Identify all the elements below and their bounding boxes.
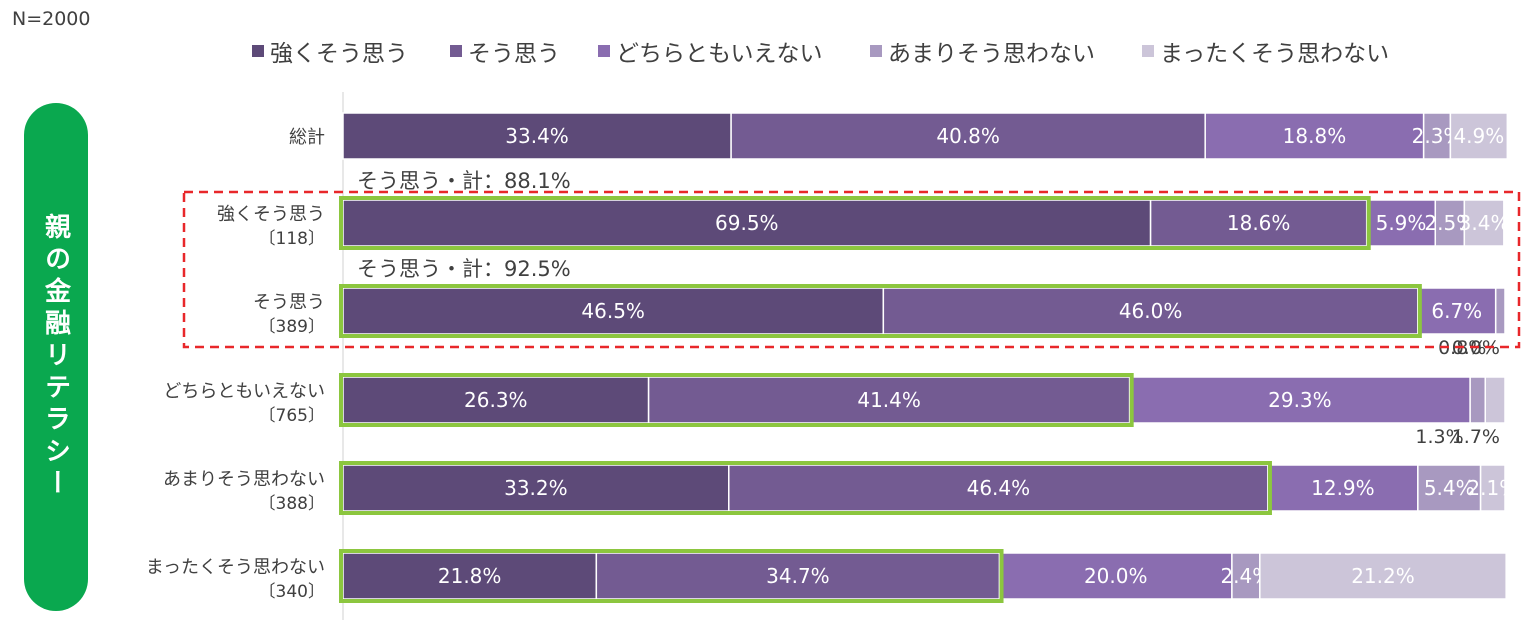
- legend-swatch: [450, 45, 462, 57]
- data-label: 21.2%: [1351, 564, 1415, 588]
- bar-segment: [1267, 464, 1419, 512]
- bar-segment: [1422, 112, 1452, 160]
- legend-label: 強くそう思う: [270, 41, 408, 67]
- data-label: 40.8%: [936, 124, 1000, 148]
- data-label: 18.8%: [1283, 124, 1347, 148]
- data-label: 20.0%: [1084, 564, 1148, 588]
- bar-segment: [342, 112, 732, 160]
- data-label: 29.3%: [1268, 388, 1332, 412]
- data-label: 46.4%: [967, 476, 1031, 500]
- category-label: 強くそう思う: [217, 204, 325, 225]
- bar-segment: [1484, 376, 1506, 424]
- bar-segment: [342, 287, 885, 335]
- data-label: 34.7%: [766, 564, 830, 588]
- bar-segment: [1469, 376, 1486, 424]
- legend-item: そう思う: [450, 34, 560, 68]
- category-n-label: 〔340〕: [259, 582, 325, 602]
- bar-segment: [998, 552, 1233, 600]
- highlight-box: [339, 196, 1371, 250]
- category-n-label: 〔389〕: [259, 317, 325, 337]
- bar-segment: [342, 464, 730, 512]
- data-label: 26.3%: [464, 388, 528, 412]
- data-label: 3.4%: [1459, 211, 1510, 235]
- data-label: 41.4%: [857, 388, 921, 412]
- bar-segment: [882, 287, 1419, 335]
- legend-label: まったくそう思わない: [1160, 41, 1390, 67]
- data-label: 1.3%: [1415, 426, 1463, 448]
- legend-swatch: [870, 45, 882, 57]
- sample-size-label: N=2000: [12, 8, 91, 30]
- data-label: 6.7%: [1431, 299, 1482, 323]
- data-label: 4.9%: [1453, 124, 1504, 148]
- legend-label: どちらともいえない: [616, 41, 823, 67]
- data-label: 2.1%: [1467, 476, 1518, 500]
- legend-item: どちらともいえない: [598, 34, 823, 68]
- bar-segment: [1463, 199, 1505, 247]
- legend-swatch: [1142, 45, 1154, 57]
- bar-segment: [1449, 112, 1509, 160]
- data-label: 18.6%: [1227, 211, 1291, 235]
- bar-segment: [1128, 376, 1471, 424]
- data-label: 46.0%: [1119, 299, 1183, 323]
- highlight-box: [339, 461, 1272, 515]
- bar-segment: [1479, 464, 1506, 512]
- highlight-box: [339, 284, 1422, 338]
- legend-item: 強くそう思う: [252, 34, 408, 68]
- category-label: まったくそう思わない: [146, 557, 325, 578]
- data-label: 21.8%: [438, 564, 502, 588]
- bar-segment: [1259, 552, 1507, 600]
- bar-segment: [730, 112, 1206, 160]
- sum-annotation: そう思う・計：88.1%: [357, 169, 571, 193]
- legend-item: あまりそう思わない: [870, 34, 1095, 68]
- bar-segment: [728, 464, 1269, 512]
- legend-swatch: [252, 45, 264, 57]
- data-label: 1.7%: [1452, 426, 1500, 448]
- category-n-label: 〔388〕: [259, 494, 325, 514]
- category-label: 総計: [289, 127, 325, 148]
- bar-segment: [1204, 112, 1425, 160]
- legend-swatch: [598, 45, 610, 57]
- side-panel: 親の金融リテラシー: [24, 103, 88, 611]
- bar-segment: [1494, 287, 1506, 335]
- category-n-label: 〔765〕: [259, 406, 325, 426]
- highlight-box: [339, 373, 1134, 427]
- category-label: そう思う: [253, 292, 325, 313]
- data-label: 5.9%: [1376, 211, 1427, 235]
- data-label: 46.5%: [581, 299, 645, 323]
- emphasis-dashed-box: [182, 190, 1521, 349]
- sum-annotation: そう思う・計：92.5%: [357, 257, 571, 281]
- chart-legend: 強くそう思う そう思う どちらともいえない あまりそう思わない まったくそう思わない: [0, 34, 1529, 70]
- data-label: 33.2%: [504, 476, 568, 500]
- data-label: 69.5%: [715, 211, 779, 235]
- legend-item: まったくそう思わない: [1142, 34, 1389, 68]
- highlight-box: [339, 549, 1004, 603]
- legend-label: そう思う: [468, 41, 560, 67]
- category-label: どちらともいえない: [163, 381, 325, 402]
- bar-segment: [647, 376, 1131, 424]
- category-label: あまりそう思わない: [163, 469, 325, 490]
- category-n-label: 〔118〕: [259, 229, 325, 249]
- legend-label: あまりそう思わない: [888, 41, 1095, 67]
- bar-segment: [1231, 552, 1261, 600]
- data-label: 5.4%: [1424, 476, 1475, 500]
- bar-segment: [1417, 464, 1482, 512]
- side-panel-label: 親の金融リテラシー: [40, 213, 71, 501]
- data-label: 12.9%: [1311, 476, 1375, 500]
- data-label: 33.4%: [505, 124, 569, 148]
